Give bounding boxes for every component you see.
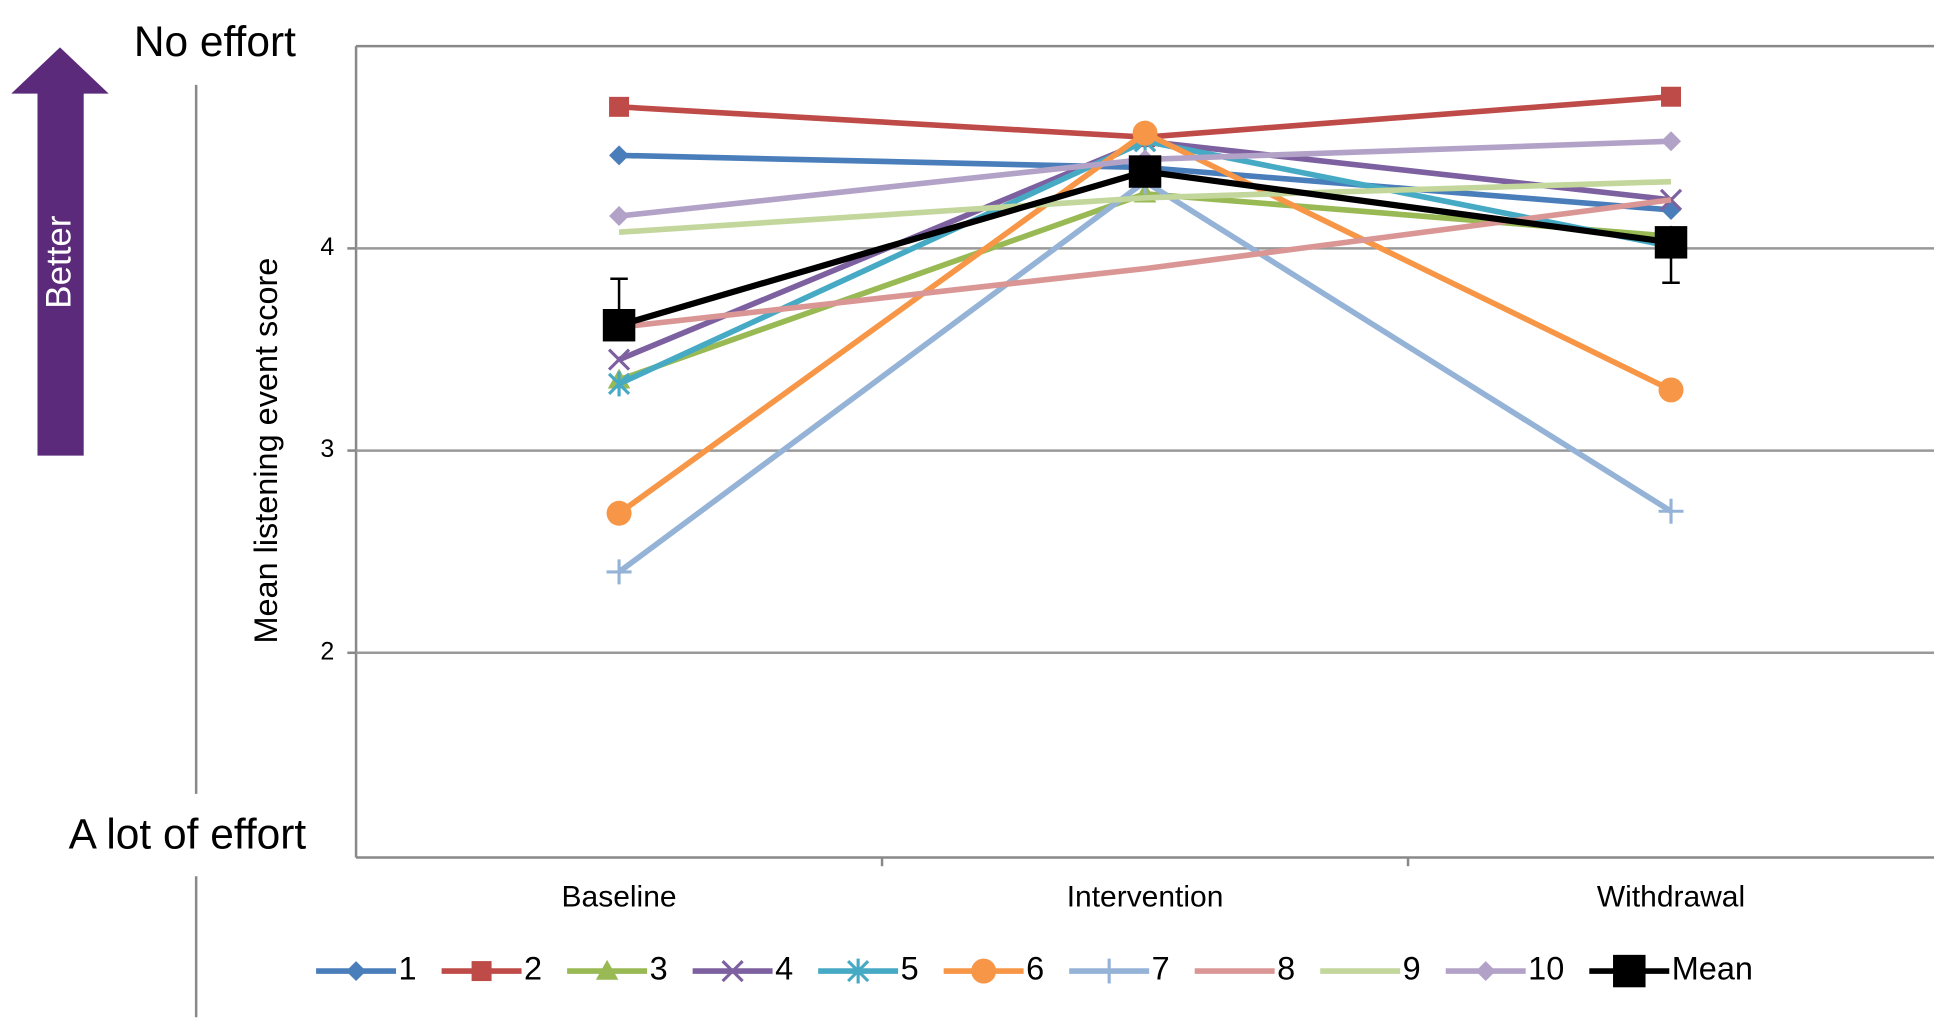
marker: [1658, 377, 1684, 403]
y-tick-label: 3: [320, 435, 334, 463]
marker: [1613, 954, 1646, 988]
legend-label: 8: [1277, 951, 1295, 987]
marker: [1661, 131, 1682, 152]
arrow-label: Better: [39, 215, 78, 309]
marker: [606, 559, 632, 585]
marker: [606, 500, 632, 526]
series-line: [618, 197, 1672, 331]
y-tick-label: 4: [320, 233, 334, 261]
series: [606, 169, 1684, 585]
series-line: [618, 178, 1672, 236]
marker: [721, 959, 744, 983]
marker: [609, 145, 630, 166]
top-annotation: No effort: [134, 18, 296, 65]
legend-label: 4: [775, 951, 793, 987]
marker: [346, 961, 367, 982]
better-arrow: [11, 47, 109, 456]
legend-label: 10: [1528, 951, 1564, 987]
marker: [1658, 498, 1684, 524]
bottom-annotation: A lot of effort: [69, 811, 307, 858]
x-tick-label: Intervention: [1067, 881, 1224, 914]
marker: [1128, 155, 1162, 188]
legend-item: 4: [692, 951, 793, 987]
marker: [1661, 86, 1682, 107]
legend-label: Mean: [1672, 951, 1753, 987]
marker: [602, 308, 636, 342]
marker: [847, 958, 870, 984]
legend-label: 2: [524, 951, 542, 987]
y-axis-label: Mean listening event score: [248, 258, 284, 644]
marker: [1654, 226, 1688, 259]
series: [618, 178, 1672, 236]
legend-item: 3: [567, 951, 668, 987]
series: [607, 182, 1683, 389]
series: [618, 197, 1672, 331]
marker: [609, 96, 630, 117]
y-tick-label: 2: [320, 637, 334, 665]
legend-item: 5: [818, 951, 919, 987]
marker: [607, 371, 631, 397]
legend-item: 10: [1445, 951, 1564, 987]
legend-item: 2: [441, 951, 542, 987]
legend-label: 9: [1403, 951, 1421, 987]
legend-item: 1: [316, 951, 417, 987]
marker: [609, 206, 630, 227]
series: [606, 120, 1684, 526]
legend-item: 7: [1069, 951, 1170, 987]
x-tick-label: Baseline: [562, 881, 677, 914]
x-tick-label: Withdrawal: [1597, 881, 1745, 914]
legend-label: 3: [650, 951, 668, 987]
legend-item: 8: [1194, 951, 1295, 987]
legend-item: Mean: [1589, 951, 1753, 988]
marker: [1475, 961, 1496, 982]
legend-item: 6: [943, 951, 1044, 987]
legend-label: 5: [901, 951, 919, 987]
series: [602, 155, 1688, 342]
legend-label: 6: [1026, 951, 1044, 987]
marker: [595, 959, 619, 980]
legend-label: 1: [399, 951, 417, 987]
marker: [1132, 120, 1158, 146]
marker: [1096, 958, 1122, 984]
legend-item: 9: [1320, 951, 1421, 987]
marker: [971, 958, 997, 984]
marker: [607, 348, 631, 371]
series-line: [617, 178, 1673, 575]
marker: [471, 961, 492, 982]
legend-label: 7: [1152, 951, 1170, 987]
